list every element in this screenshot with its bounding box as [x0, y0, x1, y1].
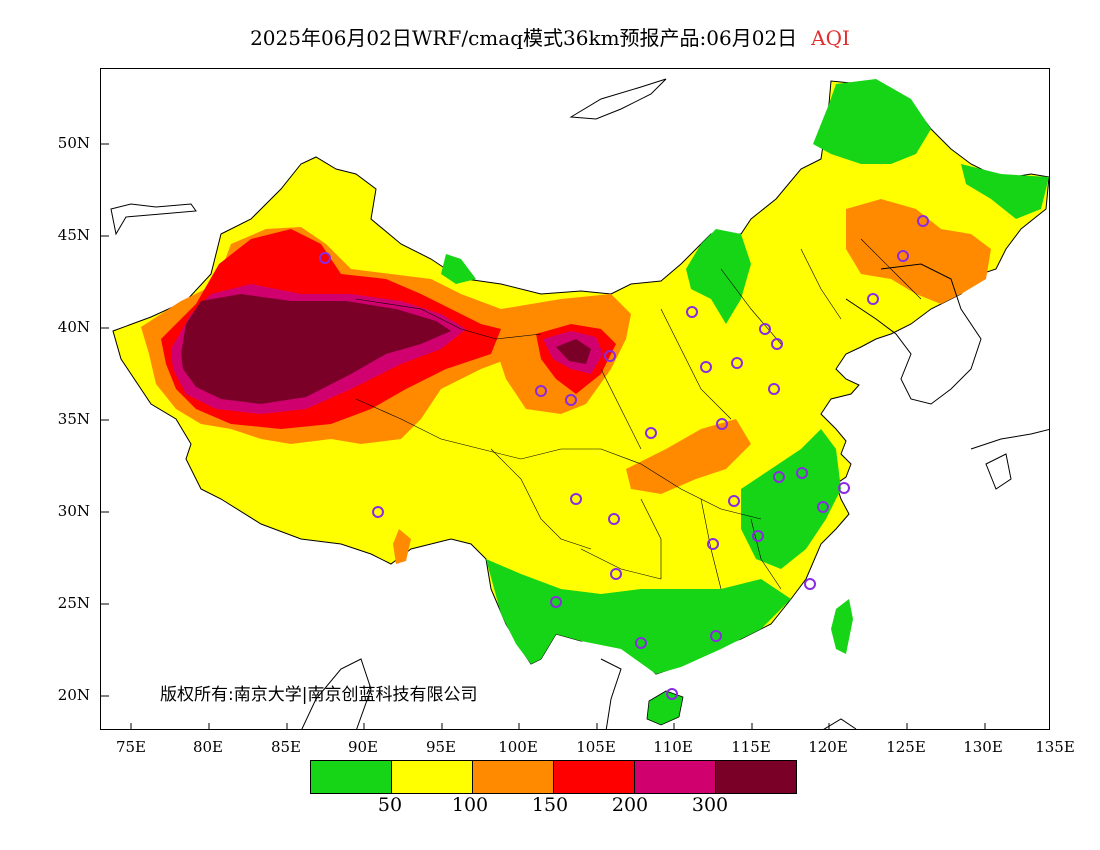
- green-east-border: [961, 164, 1049, 219]
- lon-label: 100E: [498, 738, 538, 756]
- lon-label: 85E: [270, 738, 302, 756]
- legend-tick-label: 50: [377, 794, 403, 816]
- station-marker: [759, 323, 771, 335]
- lon-label: 90E: [347, 738, 379, 756]
- legend-swatch-moderate: [391, 761, 472, 793]
- station-marker: [728, 495, 740, 507]
- lat-label: 30N: [57, 502, 90, 520]
- station-marker: [796, 467, 808, 479]
- copyright-credit: 版权所有:南京大学|南京创蓝科技有限公司: [160, 685, 478, 705]
- neighbour-coastlines: [110, 78, 1049, 729]
- station-marker: [372, 506, 384, 518]
- aqi-map: [101, 78, 1049, 729]
- station-marker: [731, 357, 743, 369]
- legend-swatch-sensitive: [472, 761, 553, 793]
- legend-tick-label: 300: [691, 794, 729, 816]
- station-marker: [535, 385, 547, 397]
- lon-label: 110E: [653, 738, 693, 756]
- station-marker: [707, 538, 719, 550]
- station-marker: [666, 688, 678, 700]
- lon-label: 80E: [192, 738, 224, 756]
- green-innermongolia: [686, 229, 751, 324]
- station-marker: [867, 293, 879, 305]
- aqi-legend: [310, 760, 797, 794]
- station-marker: [804, 578, 816, 590]
- green-xinjiang-east: [441, 254, 476, 284]
- station-marker: [700, 361, 712, 373]
- lon-label: 135E: [1035, 738, 1075, 756]
- legend-tick-label: 200: [611, 794, 649, 816]
- station-marker: [550, 596, 562, 608]
- lat-label: 45N: [57, 226, 90, 244]
- station-marker: [610, 568, 622, 580]
- station-marker: [917, 215, 929, 227]
- lon-label: 75E: [115, 738, 147, 756]
- station-marker: [838, 482, 850, 494]
- station-marker: [768, 383, 780, 395]
- station-marker: [716, 418, 728, 430]
- legend-swatch-hazardous: [715, 761, 796, 793]
- lat-label: 50N: [57, 134, 90, 152]
- lat-label: 35N: [57, 410, 90, 428]
- legend-tick-label: 100: [451, 794, 489, 816]
- lon-label: 120E: [808, 738, 848, 756]
- axis-ticks: [101, 143, 986, 729]
- station-marker: [608, 513, 620, 525]
- station-marker: [771, 338, 783, 350]
- hazardous-tarim: [181, 294, 451, 404]
- hazardous-ordos: [556, 339, 591, 364]
- legend-swatch-very-unhealthy: [634, 761, 715, 793]
- green-south: [486, 559, 791, 674]
- green-jiangxi: [741, 429, 841, 569]
- station-marker: [635, 637, 647, 649]
- lat-label: 20N: [57, 686, 90, 704]
- station-marker: [686, 306, 698, 318]
- station-marker: [570, 493, 582, 505]
- station-marker: [773, 471, 785, 483]
- legend-swatch-good: [311, 761, 391, 793]
- station-marker: [319, 252, 331, 264]
- legend-swatch-unhealthy: [553, 761, 634, 793]
- orange-northeast: [846, 199, 991, 304]
- lon-label: 95E: [425, 738, 457, 756]
- legend-tick-label: 150: [531, 794, 569, 816]
- station-marker: [565, 394, 577, 406]
- station-marker: [817, 501, 829, 513]
- station-marker: [645, 427, 657, 439]
- lat-label: 25N: [57, 594, 90, 612]
- province-boundaries: [355, 238, 922, 590]
- station-marker: [897, 250, 909, 262]
- station-markers: [319, 215, 929, 700]
- orange-tibet: [393, 529, 411, 564]
- title-variable: AQI: [811, 26, 850, 50]
- lon-label: 130E: [963, 738, 1003, 756]
- lon-label: 115E: [731, 738, 771, 756]
- map-title: 2025年06月02日WRF/cmaq模式36km预报产品:06月02日 AQI: [0, 22, 1100, 51]
- lon-label: 125E: [886, 738, 926, 756]
- station-marker: [604, 350, 616, 362]
- station-marker: [752, 530, 764, 542]
- lat-label: 40N: [57, 318, 90, 336]
- orange-central: [626, 419, 751, 494]
- green-taiwan: [831, 599, 853, 654]
- title-text: 2025年06月02日WRF/cmaq模式36km预报产品:06月02日: [250, 26, 798, 50]
- map-frame: [100, 68, 1050, 730]
- green-northeast: [813, 79, 931, 164]
- station-marker: [710, 630, 722, 642]
- lon-label: 105E: [576, 738, 616, 756]
